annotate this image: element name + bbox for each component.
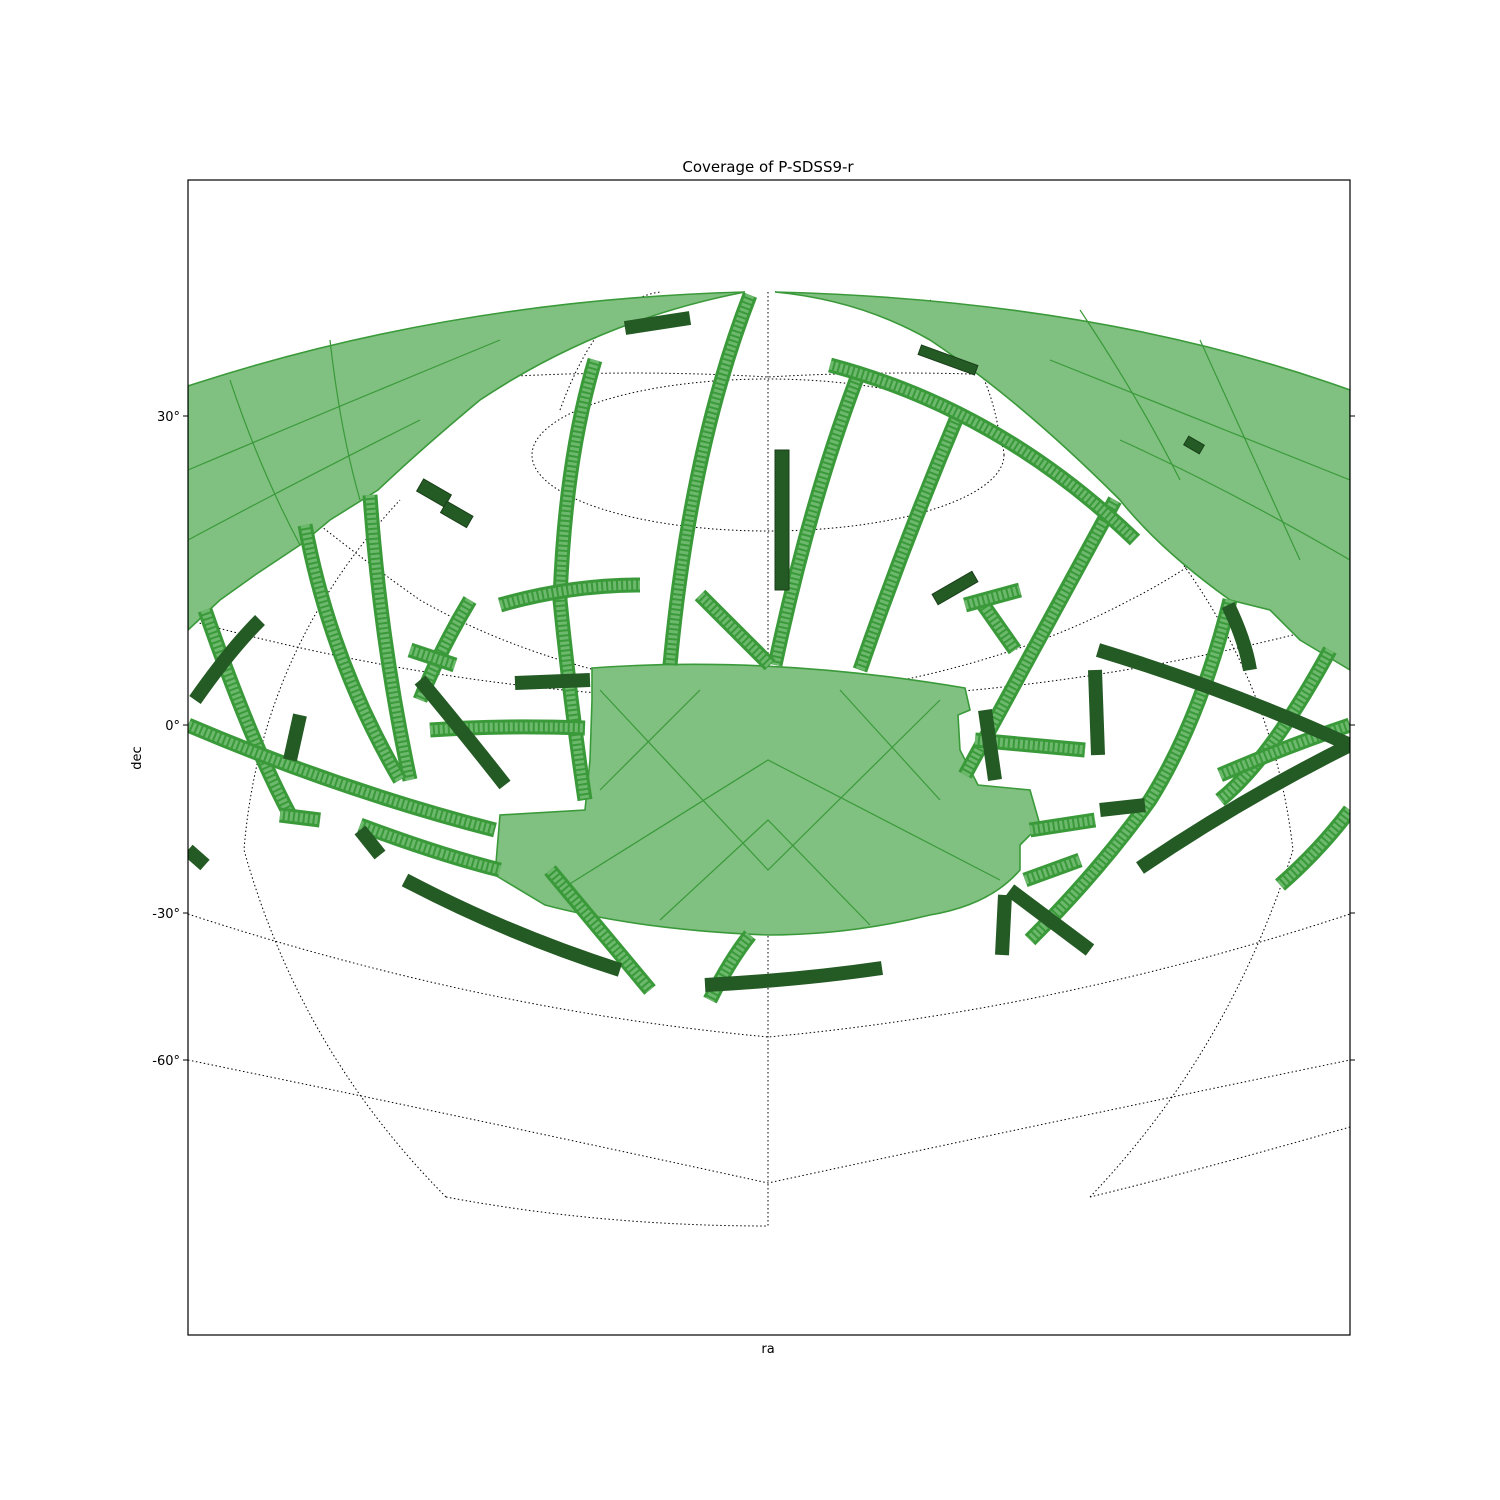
coverage-north <box>188 291 1350 671</box>
ytick-label-minus60: -60° <box>152 1054 180 1069</box>
south-rim-right <box>1089 1126 1350 1198</box>
coverage-south <box>494 663 1041 936</box>
ytick-label-0: 0° <box>165 719 180 734</box>
plot-area <box>188 291 1350 1227</box>
polar-circle <box>531 378 1005 532</box>
y-ticks <box>183 415 1355 1061</box>
coverage-north-right <box>774 291 1350 671</box>
x-axis-label: ra <box>761 1342 774 1357</box>
dec-line-minus30 <box>188 913 1350 1038</box>
axes-frame <box>187 179 1351 1336</box>
chart-title: Coverage of P-SDSS9-r <box>682 158 854 176</box>
dark-stripes <box>188 311 1350 992</box>
outer-boundary-right <box>1089 499 1294 1198</box>
y-axis-label: dec <box>130 746 145 769</box>
ytick-label-minus30: -30° <box>152 907 180 922</box>
coverage-north-left <box>188 291 746 632</box>
south-rim <box>445 1196 769 1227</box>
ytick-label-30: 30° <box>157 410 180 425</box>
coverage-stripes <box>188 292 1350 1004</box>
coverage-south-block <box>494 663 1041 936</box>
dec-line-minus60 <box>188 1059 1350 1184</box>
